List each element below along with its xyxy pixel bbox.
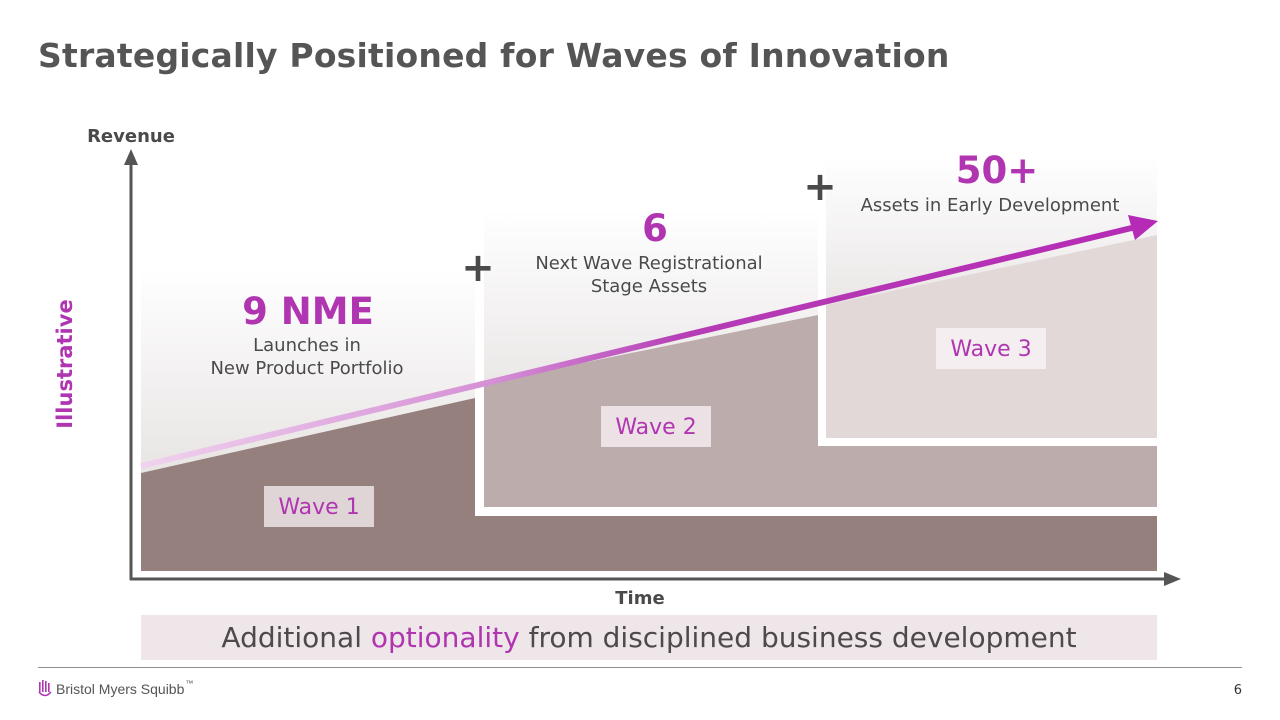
- banner-prefix: Additional: [221, 621, 371, 654]
- y-axis-label: Revenue: [87, 126, 175, 147]
- wave1-number: 9 NME: [242, 290, 374, 333]
- wave2-plus-icon: +: [461, 245, 495, 291]
- wave1-tag: Wave 1: [278, 495, 359, 520]
- wave3-number: 50+: [956, 149, 1039, 192]
- banner-highlight: optionality: [370, 621, 520, 654]
- growth-arrow: [140, 223, 1141, 469]
- x-axis-label: Time: [615, 588, 664, 609]
- wave2-desc-line2: Stage Assets: [591, 276, 707, 297]
- wave2-tag-box: [601, 406, 711, 447]
- wave3-tag: Wave 3: [950, 337, 1031, 362]
- y-axis-arrowhead: [124, 149, 138, 165]
- banner-suffix: from disciplined business development: [519, 621, 1077, 654]
- wave3-plus-icon: +: [803, 164, 837, 210]
- brand-name: Bristol Myers Squibb: [56, 681, 185, 697]
- slide-title: Strategically Positioned for Waves of In…: [38, 36, 950, 75]
- wave1-desc-line1: Launches in: [253, 335, 361, 356]
- wave2-tag: Wave 2: [615, 415, 696, 440]
- illustrative-label: Illustrative: [53, 299, 77, 428]
- wave1-tag-box: [264, 486, 374, 527]
- footer-divider: [38, 667, 1242, 668]
- brand-trademark: ™: [185, 679, 194, 688]
- x-axis-arrowhead: [1164, 572, 1181, 586]
- wave2-area: [484, 315, 1157, 507]
- page-number: 6: [1233, 683, 1242, 698]
- wave2-number: 6: [642, 207, 668, 250]
- bms-logo-icon: [38, 680, 52, 697]
- wave1-area: [141, 398, 1157, 571]
- growth-arrowhead: [1128, 215, 1158, 240]
- wave3-desc-line1: Assets in Early Development: [861, 195, 1120, 216]
- wave2-desc-line1: Next Wave Registrational: [535, 253, 762, 274]
- brand-logo: Bristol Myers Squibb ™: [38, 679, 193, 699]
- wave1-desc-line2: New Product Portfolio: [210, 358, 403, 379]
- optionality-banner: Additional optionality from disciplined …: [141, 615, 1157, 660]
- wave3-tag-box: [936, 328, 1046, 369]
